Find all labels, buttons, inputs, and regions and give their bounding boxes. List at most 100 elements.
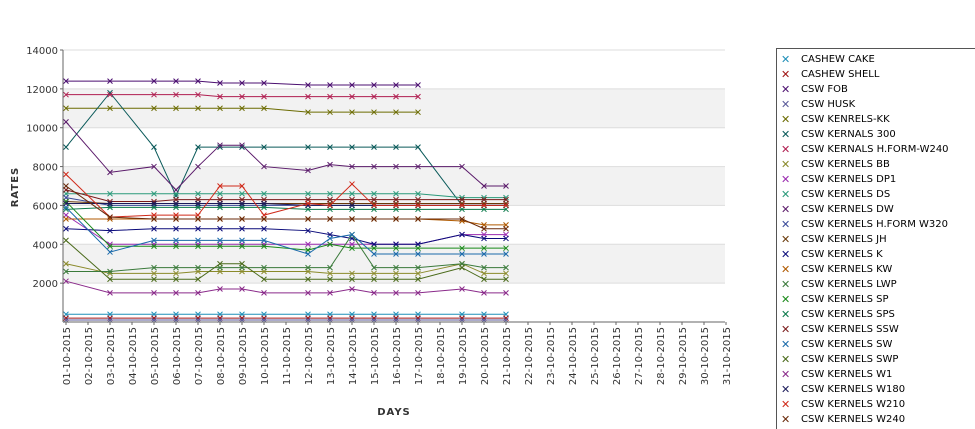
legend-marker-icon: ✕	[781, 383, 791, 396]
data-point	[393, 93, 399, 100]
data-point	[481, 196, 487, 203]
data-point	[371, 216, 377, 222]
data-point	[151, 78, 157, 84]
legend-marker-icon: ✕	[781, 218, 791, 231]
data-point	[195, 105, 201, 112]
data-point	[63, 216, 69, 222]
data-point	[393, 245, 399, 252]
data-point	[107, 190, 113, 197]
data-point	[459, 196, 465, 203]
legend-item: ✕ CSW KERNELS K	[777, 248, 975, 263]
legend-marker-icon: ✕	[781, 398, 791, 411]
legend-label: CSW KERNELS W1	[801, 369, 893, 380]
data-point	[261, 243, 267, 250]
data-point	[217, 237, 223, 244]
data-point	[349, 190, 355, 197]
data-point	[393, 163, 399, 170]
data-point	[151, 216, 157, 222]
legend-item: ✕ CSW KERNELS SSW	[777, 323, 975, 338]
data-point	[151, 190, 157, 197]
legend-label: CSW KERNELS BB	[801, 159, 890, 170]
data-point	[393, 216, 399, 222]
data-point	[151, 270, 157, 277]
data-point	[415, 196, 421, 203]
y-tick-label: 10000	[26, 124, 58, 135]
data-point	[195, 200, 201, 207]
data-point	[217, 183, 223, 189]
x-tick-label: 14-10-2015	[348, 327, 359, 385]
legend-item: ✕ CSW KERNELS H.FORM W320	[777, 218, 975, 233]
data-point	[151, 290, 157, 296]
legend-label: CSW KERNELS SW	[801, 339, 893, 350]
data-point	[261, 290, 267, 296]
data-point	[173, 91, 179, 98]
data-point	[151, 200, 157, 207]
data-point	[415, 216, 421, 222]
data-point	[349, 276, 355, 283]
x-tick-label: 18-10-2015	[436, 327, 447, 385]
legend-item: ✕ CASHEW CAKE	[777, 53, 975, 68]
data-point	[371, 163, 377, 170]
data-point	[481, 202, 487, 209]
legend-item: ✕ CSW KERNELS LWP	[777, 278, 975, 293]
data-point	[327, 82, 333, 88]
data-point	[327, 93, 333, 100]
legend-marker-icon: ✕	[781, 263, 791, 276]
data-point	[305, 93, 311, 100]
data-point	[261, 105, 267, 112]
data-point	[415, 163, 421, 170]
data-point	[107, 249, 113, 255]
data-point	[239, 243, 245, 250]
data-point	[349, 270, 355, 277]
x-tick-label: 30-10-2015	[700, 327, 711, 385]
x-tick-label: 31-10-2015	[722, 327, 733, 385]
data-point	[261, 163, 267, 170]
data-point	[261, 237, 267, 244]
data-point	[503, 290, 509, 296]
data-point	[349, 144, 355, 150]
data-point	[371, 144, 377, 150]
legend-marker-icon: ✕	[781, 173, 791, 186]
data-point	[481, 276, 487, 283]
legend-label: CSW KERNELS KW	[801, 264, 893, 275]
x-tick-label: 22-10-2015	[524, 327, 535, 385]
data-point	[481, 290, 487, 296]
legend-marker-icon: ✕	[781, 188, 791, 201]
x-tick-label: 11-10-2015	[282, 327, 293, 385]
legend-item: ✕ CASHEW SHELL	[777, 68, 975, 83]
legend-item: ✕ CSW KENRELS-KK	[777, 113, 975, 128]
data-point	[173, 290, 179, 296]
x-tick-label: 04-10-2015	[128, 327, 139, 385]
series	[63, 105, 421, 116]
data-point	[371, 109, 377, 116]
grid-band	[63, 166, 725, 206]
y-tick-label: 6000	[33, 201, 58, 212]
legend-item: ✕ CSW KERNELS W240	[777, 413, 975, 428]
data-point	[349, 216, 355, 222]
data-point	[305, 144, 311, 150]
data-point	[195, 290, 201, 296]
legend-marker-icon: ✕	[781, 233, 791, 246]
data-point	[173, 216, 179, 222]
data-point	[173, 243, 179, 250]
data-point	[195, 243, 201, 250]
series	[63, 119, 509, 193]
data-point	[107, 227, 113, 234]
y-tick-label: 12000	[26, 85, 58, 96]
data-point	[195, 190, 201, 197]
data-point	[327, 144, 333, 150]
data-point	[459, 245, 465, 252]
data-point	[327, 264, 333, 271]
y-axis-title: RATES	[10, 167, 21, 208]
data-point	[217, 216, 223, 222]
data-point	[327, 235, 333, 242]
data-point	[305, 216, 311, 222]
x-tick-label: 02-10-2015	[84, 327, 95, 385]
data-point	[195, 216, 201, 222]
series	[63, 91, 421, 100]
data-point	[305, 276, 311, 283]
data-point	[459, 264, 465, 271]
data-point	[151, 276, 157, 283]
data-point	[371, 251, 377, 257]
data-point	[415, 144, 421, 150]
